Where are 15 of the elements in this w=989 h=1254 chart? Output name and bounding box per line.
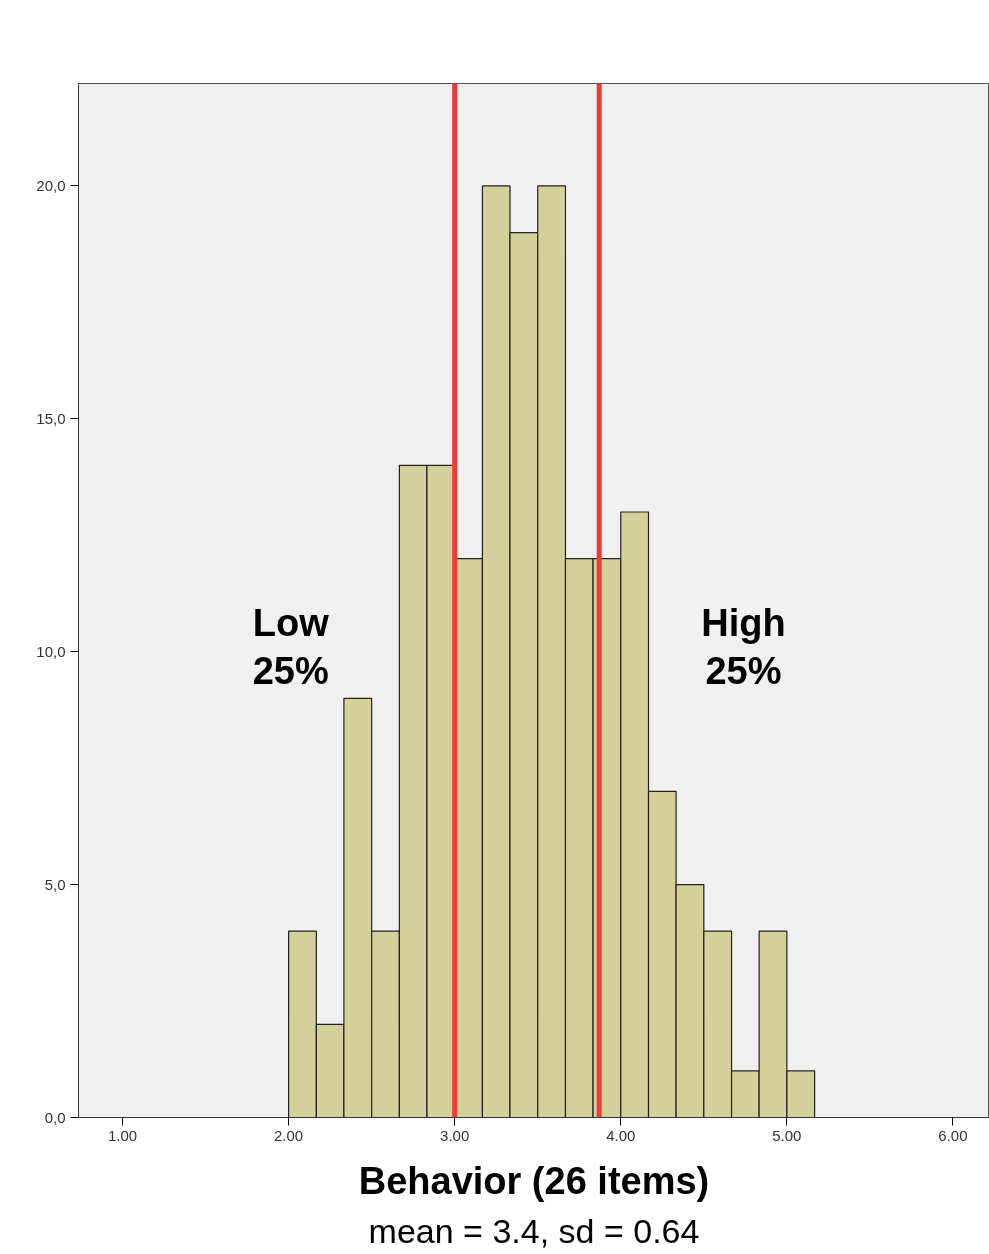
y-tick-label: 20,0 (36, 176, 66, 194)
annotation: Low 25% (252, 601, 330, 693)
y-tick-label: 0,0 (44, 1108, 66, 1126)
x-tick-label: 6.00 (938, 1126, 968, 1144)
y-tick-label: 15,0 (36, 409, 66, 427)
annotation: High 25% (701, 601, 786, 693)
text: mean = 3.4, sd = 0.64 (368, 1211, 700, 1250)
x-tick-label: 1.00 (107, 1126, 138, 1144)
x-tick-label: 4.00 (606, 1126, 636, 1144)
y-tick-label: 5,0 (44, 875, 66, 893)
x-tick-label: 2.00 (274, 1126, 304, 1144)
y-tick-label: 10,0 (36, 642, 66, 660)
x-tick-label: 3.00 (440, 1126, 470, 1144)
x-axis-title: Behavior (26 items) (358, 1159, 710, 1202)
x-tick-label: 5.00 (772, 1126, 802, 1144)
